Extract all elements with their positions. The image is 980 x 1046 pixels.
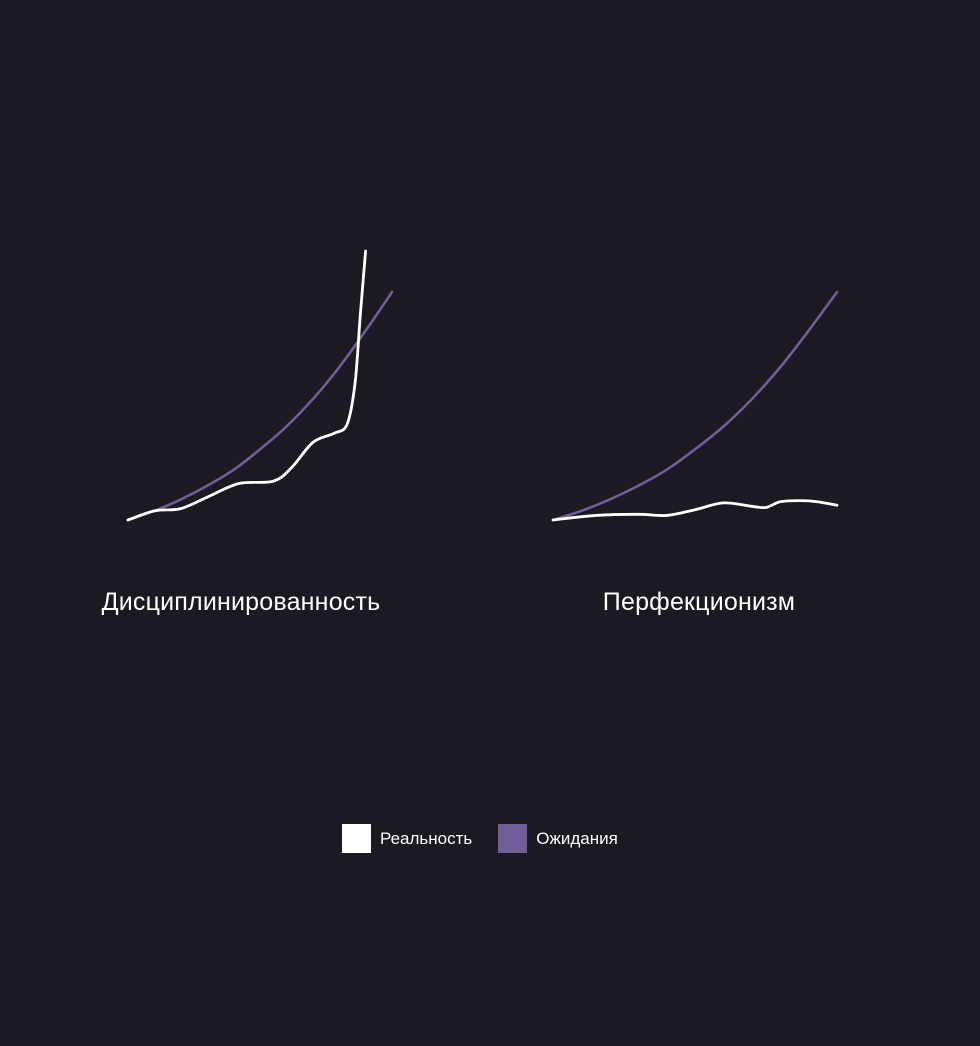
chart-discipline <box>120 230 400 530</box>
legend-item-reality: Реальность <box>342 824 472 853</box>
series-line-expectations <box>126 290 394 522</box>
series-line-reality <box>551 499 839 522</box>
chart-title-discipline: Дисциплинированность <box>101 588 381 616</box>
chart-svg <box>551 290 839 522</box>
chart-title-perfectionism: Перфекционизм <box>602 588 796 616</box>
series-line-expectations <box>551 290 839 522</box>
series-line-reality <box>126 249 367 522</box>
chart-perfectionism <box>545 230 845 530</box>
legend-item-expectations: Ожидания <box>498 824 618 853</box>
legend-label-expectations: Ожидания <box>536 828 618 848</box>
legend: Реальность Ожидания <box>342 824 644 853</box>
legend-label-reality: Реальность <box>380 828 473 848</box>
legend-swatch-expectations <box>498 824 528 853</box>
legend-swatch-reality <box>342 824 371 853</box>
chart-svg <box>126 249 394 522</box>
